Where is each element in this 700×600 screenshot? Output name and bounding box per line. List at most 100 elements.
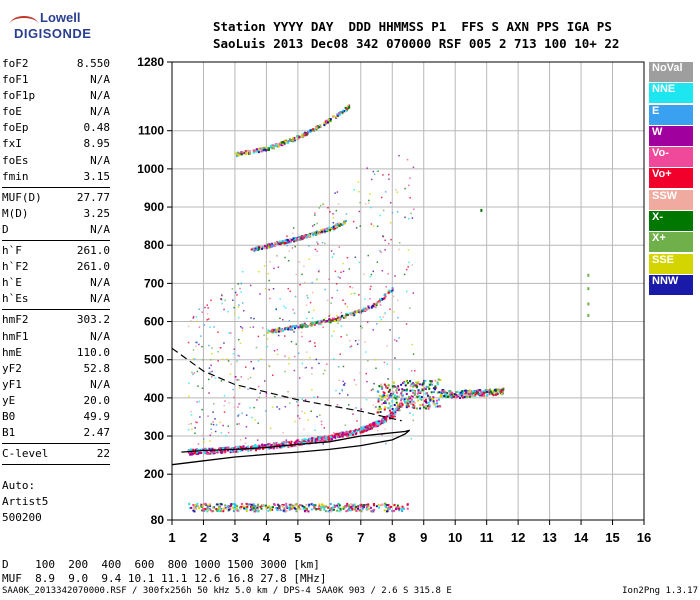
echo-point xyxy=(236,379,238,381)
echo-point xyxy=(317,231,320,234)
echo-point xyxy=(349,433,352,436)
echo-point xyxy=(334,192,336,194)
echo-point xyxy=(296,135,299,138)
echo-point xyxy=(345,505,348,508)
echo-point xyxy=(408,395,411,398)
echo-point xyxy=(218,347,221,349)
echo-point xyxy=(380,318,383,321)
echo-point xyxy=(208,344,210,347)
param-value: 3.25 xyxy=(83,206,111,220)
echo-point xyxy=(358,294,360,296)
x-tick-label: 10 xyxy=(448,530,462,545)
echo-point xyxy=(498,388,501,391)
echo-point xyxy=(381,418,384,421)
echo-point xyxy=(413,405,416,408)
echo-point xyxy=(394,413,396,416)
echo-point xyxy=(277,334,280,337)
echo-point xyxy=(203,452,206,455)
echo-point xyxy=(268,147,270,150)
echo-point xyxy=(291,504,294,507)
echo-point xyxy=(402,382,405,385)
echo-point xyxy=(379,214,381,217)
echo-point xyxy=(480,394,483,397)
echo-point xyxy=(341,223,344,226)
echo-point xyxy=(236,509,239,512)
echo-point xyxy=(405,404,408,407)
echo-point xyxy=(383,361,386,364)
echo-point xyxy=(283,140,286,143)
echo-point xyxy=(311,232,314,234)
echo-point xyxy=(467,393,470,396)
param-value: N/A xyxy=(90,276,110,290)
echo-point xyxy=(397,299,399,301)
echo-point xyxy=(236,294,238,296)
muf-distance-row: D 100 200 400 600 800 1000 1500 3000 [km… xyxy=(2,558,320,571)
echo-point xyxy=(221,294,223,297)
echo-point xyxy=(465,389,467,392)
echo-point xyxy=(295,240,297,243)
echo-point xyxy=(412,166,415,169)
echo-point xyxy=(417,390,420,393)
echo-point xyxy=(313,233,316,235)
echo-point xyxy=(406,290,408,293)
echo-point xyxy=(446,396,449,398)
echo-point xyxy=(259,293,261,295)
echo-point xyxy=(329,509,332,511)
echo-point xyxy=(289,240,292,243)
echo-point xyxy=(235,376,237,378)
echo-point xyxy=(223,395,226,397)
parameter-panel: foF2 8.550 foF1 N/A foF1p N/A foE N/A foEp 0.48 fx… xyxy=(2,56,110,467)
echo-point xyxy=(393,385,396,388)
echo-point xyxy=(346,509,349,512)
echo-point xyxy=(188,503,191,506)
echo-point xyxy=(222,447,224,450)
echo-point xyxy=(380,408,382,411)
echo-point xyxy=(394,357,396,359)
echo-point xyxy=(391,212,394,214)
echo-point xyxy=(281,240,284,243)
lowell-digisonde-logo: Lowell DIGISONDE xyxy=(0,6,120,46)
echo-point xyxy=(227,310,229,313)
echo-point xyxy=(262,149,265,152)
echo-point xyxy=(434,385,437,388)
echo-point xyxy=(327,121,329,124)
echo-point xyxy=(409,389,412,392)
echo-point xyxy=(373,303,376,306)
echo-point xyxy=(387,291,390,294)
echo-point xyxy=(443,395,446,397)
echo-point xyxy=(283,510,286,513)
echo-point xyxy=(459,391,462,394)
echo-point xyxy=(266,246,269,249)
echo-point xyxy=(197,443,200,445)
echo-point xyxy=(403,273,406,276)
echo-point xyxy=(278,505,281,508)
echo-point xyxy=(335,432,338,435)
echo-point xyxy=(348,436,350,438)
x-tick-label: 3 xyxy=(231,530,238,545)
echo-point xyxy=(220,432,223,434)
echo-point xyxy=(202,508,205,510)
echo-point xyxy=(249,503,252,506)
echo-point xyxy=(201,505,204,507)
echo-point xyxy=(253,317,255,320)
echo-point xyxy=(270,506,273,509)
param-value: 261.0 xyxy=(76,244,110,258)
echo-point xyxy=(209,509,212,512)
echo-point xyxy=(261,444,264,447)
echo-point xyxy=(409,401,412,404)
echo-point xyxy=(425,392,428,395)
echo-point xyxy=(212,411,214,413)
echo-point xyxy=(391,385,394,388)
echo-point xyxy=(386,508,389,511)
x-tick-label: 12 xyxy=(511,530,525,545)
echo-point xyxy=(276,353,279,356)
echo-point xyxy=(358,504,361,506)
echo-point xyxy=(482,390,485,393)
echo-point xyxy=(198,326,201,328)
echo-point xyxy=(478,393,481,396)
echo-point xyxy=(379,320,381,323)
logo-text-digisonde: DIGISONDE xyxy=(14,26,92,41)
echo-point xyxy=(411,217,414,219)
echo-point xyxy=(318,436,321,439)
echo-point xyxy=(307,439,310,442)
